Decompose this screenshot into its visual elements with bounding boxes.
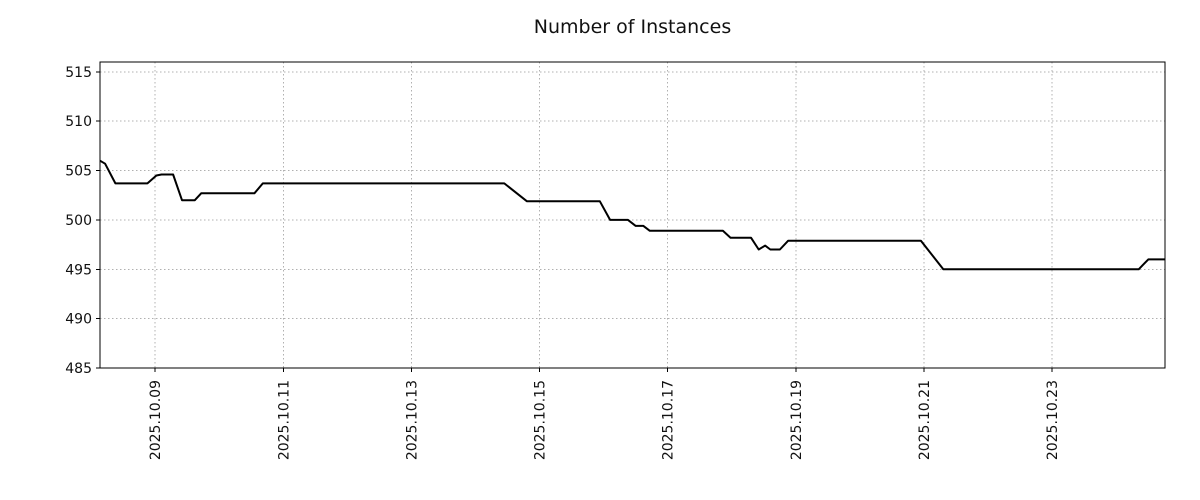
x-tick-label: 2025.10.09 [148, 380, 164, 460]
y-tick-label: 490 [65, 312, 92, 328]
x-tick-label: 2025.10.13 [404, 380, 420, 460]
y-tick-label: 510 [65, 114, 92, 130]
y-tick-label: 495 [65, 262, 92, 278]
y-tick-label: 505 [65, 164, 92, 180]
plot-border [99, 61, 1166, 369]
y-tick-label: 485 [65, 361, 92, 377]
x-tick-label: 2025.10.15 [533, 380, 549, 460]
x-tick-label: 2025.10.21 [917, 380, 933, 460]
x-tick-label: 2025.10.17 [661, 380, 677, 460]
x-tick-label: 2025.10.23 [1045, 380, 1061, 460]
chart-title: Number of Instances [533, 16, 732, 38]
data-line [99, 159, 1165, 271]
x-tick-label: 2025.10.11 [276, 380, 292, 460]
x-tick-label: 2025.10.19 [789, 380, 805, 460]
y-tick-label: 515 [65, 65, 92, 81]
y-tick-label: 500 [65, 213, 92, 229]
